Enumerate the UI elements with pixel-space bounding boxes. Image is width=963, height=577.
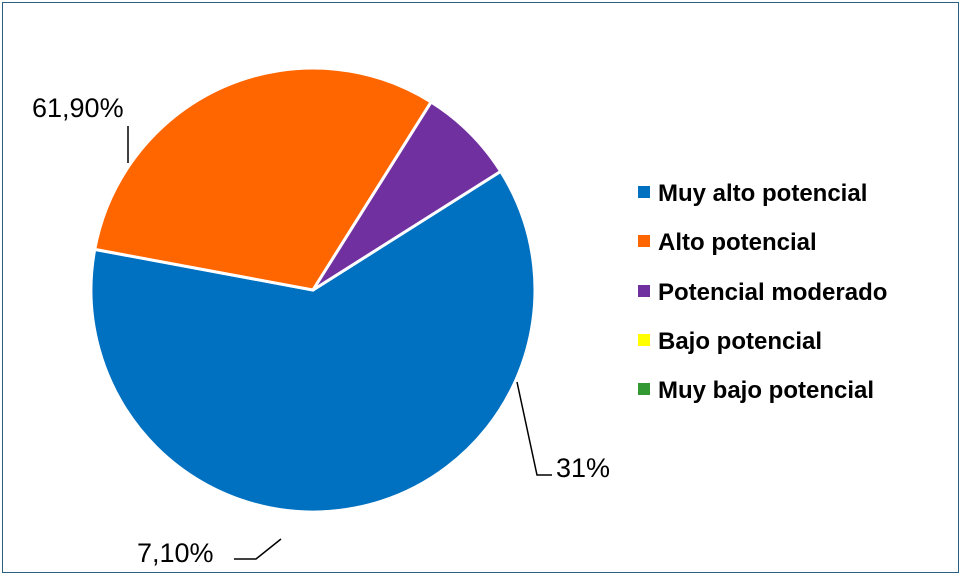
legend-swatch-alto: [638, 235, 650, 247]
legend: Muy alto potencial Alto potencial Potenc…: [638, 180, 887, 404]
legend-swatch-muy-alto: [638, 186, 650, 198]
legend-label-bajo: Bajo potencial: [658, 328, 822, 355]
legend-label-muy-bajo: Muy bajo potencial: [658, 377, 874, 404]
legend-swatch-muy-bajo: [638, 383, 650, 395]
legend-label-moderado: Potencial moderado: [658, 279, 887, 306]
legend-swatch-moderado: [638, 285, 650, 297]
pie-slice-muy-alto: [89, 169, 537, 514]
leader-line-moderado: [234, 538, 282, 560]
leader-lines: [127, 126, 552, 560]
pie-slice-moderado: [311, 99, 503, 292]
pie-slices: [89, 66, 537, 514]
data-label-alto: 31%: [556, 453, 610, 483]
legend-label-alto: Alto potencial: [658, 229, 817, 256]
leader-line-alto: [516, 381, 552, 476]
data-label-moderado: 7,10%: [137, 538, 214, 568]
data-label-muy-alto: 61,90%: [32, 93, 124, 123]
legend-label-muy-alto: Muy alto potencial: [658, 180, 867, 207]
legend-swatch-bajo: [638, 334, 650, 346]
